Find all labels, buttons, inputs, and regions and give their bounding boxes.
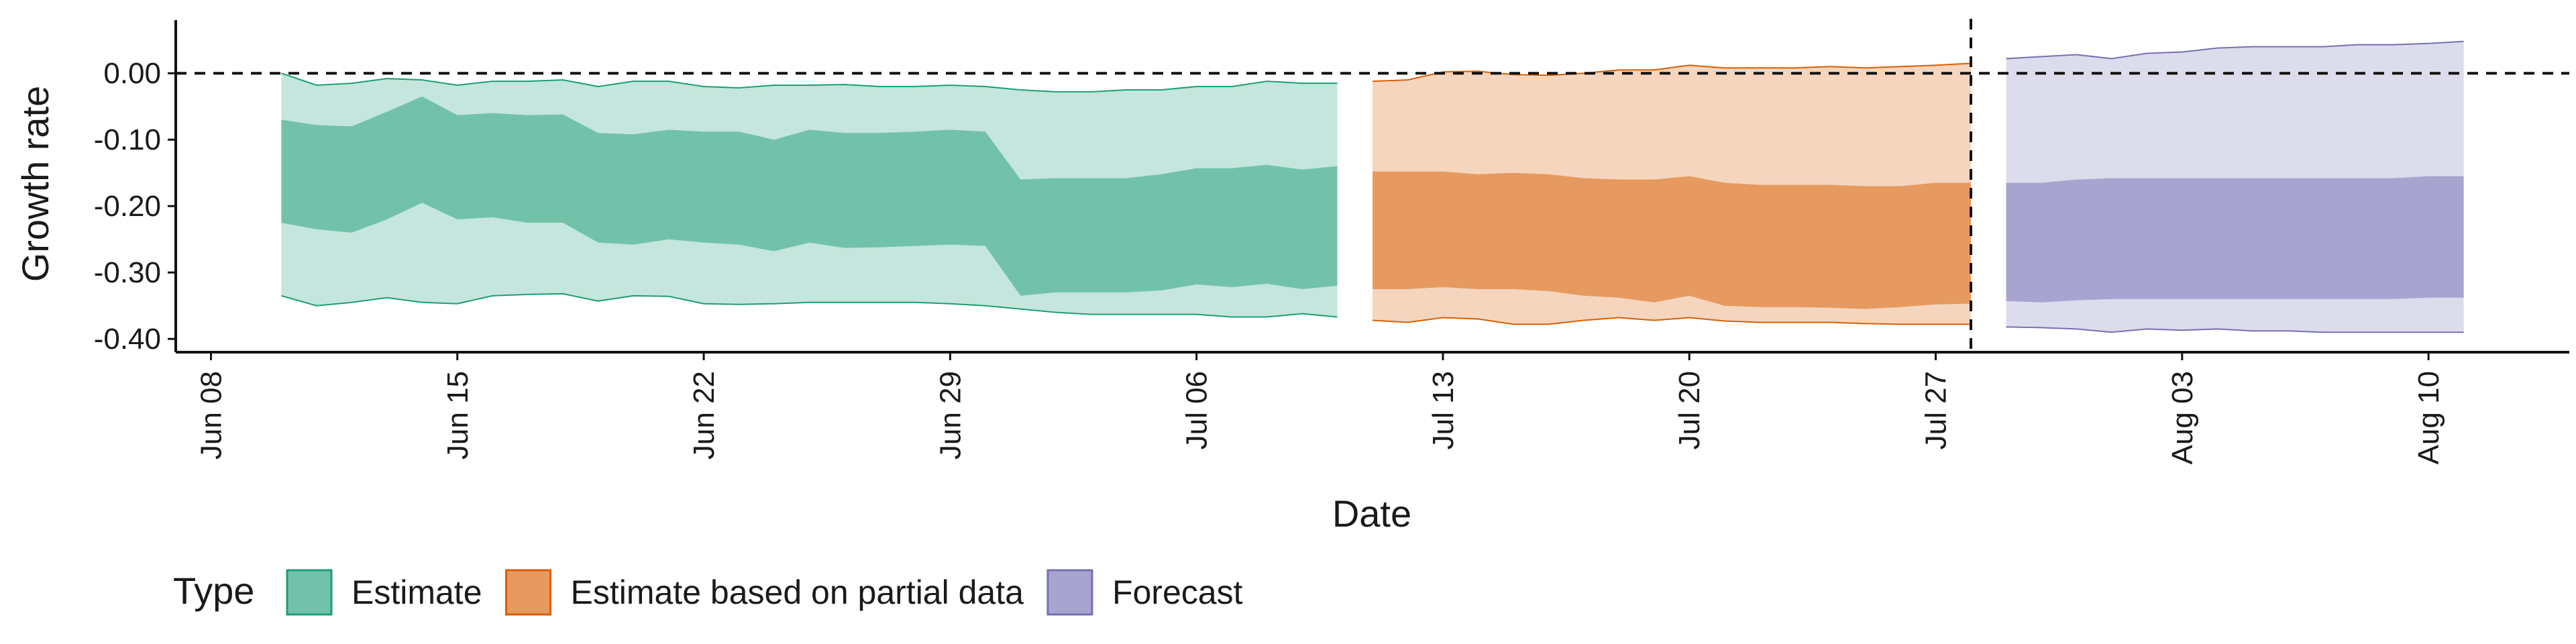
legend-label-estimate: Estimate [352, 574, 482, 611]
x-tick-label: Jun 29 [934, 371, 967, 460]
legend: Type Estimate Estimate based on partial da… [173, 569, 1243, 616]
legend-swatch-forecast [1046, 569, 1093, 616]
upper-bound-line-forecast [2006, 40, 2464, 60]
axes: 0.00 -0.10 -0.20 -0.30 -0.40 Jun 08 Jun 15 Jun … [94, 20, 2569, 464]
y-tick-label: -0.30 [94, 256, 161, 289]
legend-swatch-estimate [286, 569, 333, 616]
band-50-forecast [2006, 176, 2464, 303]
y-axis-title: Growth rate [14, 86, 56, 282]
reference-lines [176, 19, 2569, 352]
x-tick-label: Jul 27 [1920, 371, 1953, 449]
upper-bound-line-estimate [281, 72, 1338, 93]
x-tick-label: Jul 20 [1673, 371, 1706, 449]
lower-bound-line-forecast [2006, 326, 2464, 333]
legend-title: Type [173, 570, 254, 612]
x-tick-label: Jun 15 [441, 371, 474, 460]
x-tick-label: Jun 22 [688, 371, 720, 460]
y-tick-label: 0.00 [103, 57, 161, 90]
legend-label-estimate-based-on-partial-data: Estimate based on partial data [571, 574, 1024, 611]
lower-bound-line-estimate-based-on-partial-data [1372, 317, 1971, 325]
y-tick-label: -0.20 [94, 190, 161, 223]
legend-label-forecast: Forecast [1112, 574, 1243, 611]
x-axis-title: Date [1332, 492, 1411, 535]
x-tick-label: Jun 08 [195, 371, 227, 460]
x-tick-label: Jul 13 [1427, 371, 1460, 449]
lower-bound-line-estimate [281, 292, 1338, 318]
series-bands [281, 40, 2464, 333]
x-tick-label: Jul 06 [1181, 371, 1214, 449]
x-tick-label: Aug 10 [2412, 371, 2445, 464]
x-tick-label: Aug 03 [2166, 371, 2199, 464]
upper-bound-line-estimate-based-on-partial-data [1372, 62, 1972, 83]
y-tick-label: -0.10 [94, 123, 161, 156]
band-50-estimate [281, 96, 1338, 296]
y-tick-label: -0.40 [94, 323, 161, 356]
band-50-estimate-based-on-partial-data [1373, 171, 1971, 309]
legend-swatch-estimate-based-on-partial-data [505, 569, 552, 616]
